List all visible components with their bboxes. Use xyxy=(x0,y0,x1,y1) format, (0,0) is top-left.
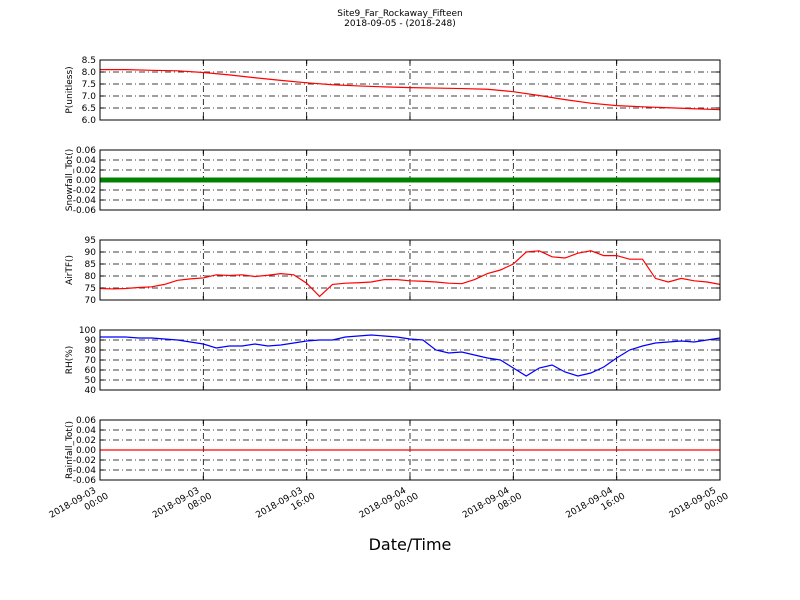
y-tick-label: 8.5 xyxy=(82,56,96,66)
y-tick-label: 0.06 xyxy=(76,146,96,156)
plot-frame xyxy=(99,149,721,211)
x-tick-label: 2018-09-0300:00 xyxy=(48,482,111,530)
chart-subtitle: 2018-09-05 - (2018-248) xyxy=(344,19,456,29)
y-axis-label: P(unitless) xyxy=(65,66,75,113)
x-tick-label: 2018-09-0400:00 xyxy=(358,482,421,530)
y-tick-label: 90 xyxy=(85,248,97,258)
x-tick-label: 2018-09-0408:00 xyxy=(461,482,524,530)
y-tick-label: -0.04 xyxy=(73,196,97,206)
chart-title: Site9_Far_Rockaway_Fifteen xyxy=(337,9,463,19)
data-line xyxy=(100,69,721,111)
y-axis-label: RH(%) xyxy=(65,346,75,375)
x-tick-label: 2018-09-0500:00 xyxy=(668,482,731,530)
y-tick-label: 0.04 xyxy=(76,426,96,436)
y-tick-label: 6.0 xyxy=(82,116,97,126)
y-tick-label: 50 xyxy=(85,376,97,386)
y-tick-label: 0.02 xyxy=(76,436,96,446)
y-tick-label: 85 xyxy=(85,260,96,270)
y-tick-label: 90 xyxy=(85,336,97,346)
y-axis-label: Rainfall_Tot() xyxy=(65,421,75,479)
data-line xyxy=(99,250,721,298)
y-tick-label: 95 xyxy=(85,236,96,246)
y-tick-label: 0.06 xyxy=(76,416,96,426)
x-tick-label: 2018-09-0416:00 xyxy=(564,482,627,530)
y-tick-label: -0.06 xyxy=(73,476,97,486)
y-tick-label: -0.06 xyxy=(73,206,97,216)
y-axis-label: Snowfall_Tot() xyxy=(65,149,75,212)
y-tick-label: 100 xyxy=(79,326,96,336)
y-tick-label: 40 xyxy=(85,386,97,396)
y-tick-label: 7.5 xyxy=(82,80,96,90)
plot-frame xyxy=(99,59,721,121)
y-tick-label: 70 xyxy=(85,356,97,366)
y-tick-label: 0.02 xyxy=(76,166,96,176)
y-tick-label: 75 xyxy=(85,284,96,294)
y-tick-label: 7.0 xyxy=(82,92,97,102)
y-tick-label: 60 xyxy=(85,366,97,376)
x-tick-label: 2018-09-0316:00 xyxy=(254,482,317,530)
y-tick-label: 6.5 xyxy=(82,104,96,114)
y-tick-label: 8.0 xyxy=(82,68,97,78)
data-line xyxy=(100,334,721,377)
y-tick-label: -0.02 xyxy=(73,186,96,196)
y-axis-label: AirTF() xyxy=(65,255,75,285)
y-tick-label: 80 xyxy=(85,272,97,282)
x-axis-label: Date/Time xyxy=(369,535,452,554)
y-tick-label: -0.02 xyxy=(73,456,96,466)
x-tick-label: 2018-09-0308:00 xyxy=(151,482,214,530)
y-tick-label: 0.00 xyxy=(76,176,96,186)
y-tick-label: 0.00 xyxy=(76,446,96,456)
y-tick-label: -0.04 xyxy=(73,466,97,476)
y-tick-label: 70 xyxy=(85,296,97,306)
plot-frame xyxy=(99,419,721,481)
y-tick-label: 0.04 xyxy=(76,156,96,166)
y-tick-label: 80 xyxy=(85,346,97,356)
plot-frame xyxy=(99,239,721,301)
plot-frame xyxy=(99,329,721,391)
